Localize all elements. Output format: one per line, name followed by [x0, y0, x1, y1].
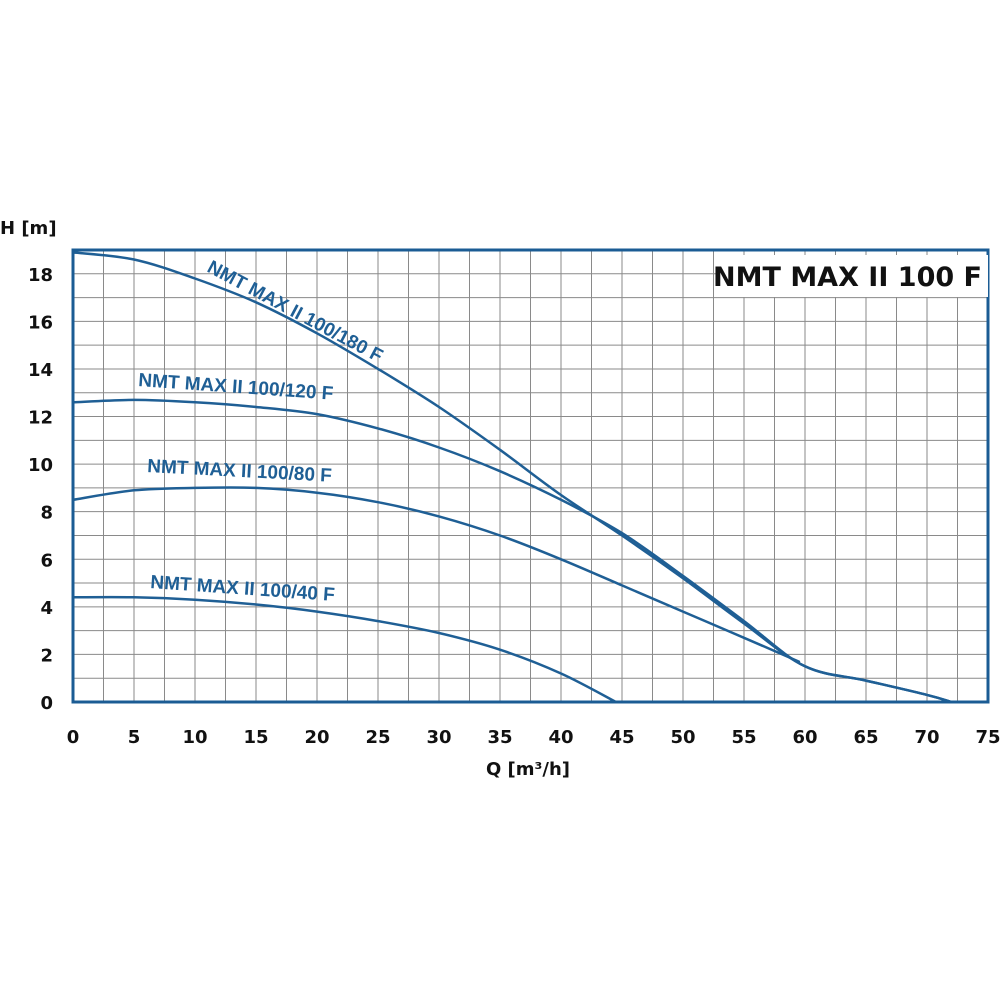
y-tick-label: 10 [28, 455, 53, 476]
y-tick-label: 6 [40, 550, 53, 571]
y-tick-label: 4 [40, 598, 53, 619]
y-axis-label: H [m] [0, 218, 57, 239]
x-tick-label: 45 [609, 727, 634, 748]
curve-label: NMT MAX II 100/40 F [150, 572, 336, 606]
x-tick-label: 25 [365, 727, 390, 748]
chart-title: NMT MAX II 100 F [713, 262, 982, 293]
y-tick-label: 12 [28, 408, 53, 429]
x-tick-labels: 0 5 10 15 20 25 30 35 40 45 50 55 60 65 70 75 [67, 727, 1000, 748]
x-tick-label: 10 [182, 727, 207, 748]
x-tick-label: 70 [914, 727, 939, 748]
x-tick-label: 30 [426, 727, 451, 748]
x-tick-label: 40 [548, 727, 573, 748]
y-tick-label: 2 [40, 645, 53, 666]
title-box [720, 255, 988, 297]
y-tick-label: 16 [28, 312, 53, 333]
x-tick-label: 35 [487, 727, 512, 748]
curve-label: NMT MAX II 100/120 F [138, 370, 334, 405]
curve-100-80 [71, 486, 801, 663]
y-tick-labels: 0 2 4 6 8 10 12 14 16 18 [28, 265, 53, 714]
x-tick-label: 75 [975, 727, 1000, 748]
curve-100-40 [71, 595, 618, 704]
x-tick-label: 20 [304, 727, 329, 748]
y-tick-label: 18 [28, 265, 53, 286]
curves [71, 251, 953, 704]
curve-label: NMT MAX II 100/80 F [147, 456, 333, 487]
y-tick-label: 0 [40, 693, 53, 714]
x-axis-label: Q [m³/h] [486, 759, 570, 780]
x-tick-label: 55 [731, 727, 756, 748]
plot-frame [71, 248, 990, 704]
x-tick-label: 5 [128, 727, 141, 748]
x-tick-label: 0 [67, 727, 80, 748]
x-tick-label: 60 [792, 727, 817, 748]
x-tick-label: 15 [243, 727, 268, 748]
x-tick-label: 65 [853, 727, 878, 748]
y-tick-label: 8 [40, 503, 53, 524]
curve-100-120 [71, 398, 953, 704]
x-tick-label: 50 [670, 727, 695, 748]
y-tick-label: 14 [28, 360, 53, 381]
